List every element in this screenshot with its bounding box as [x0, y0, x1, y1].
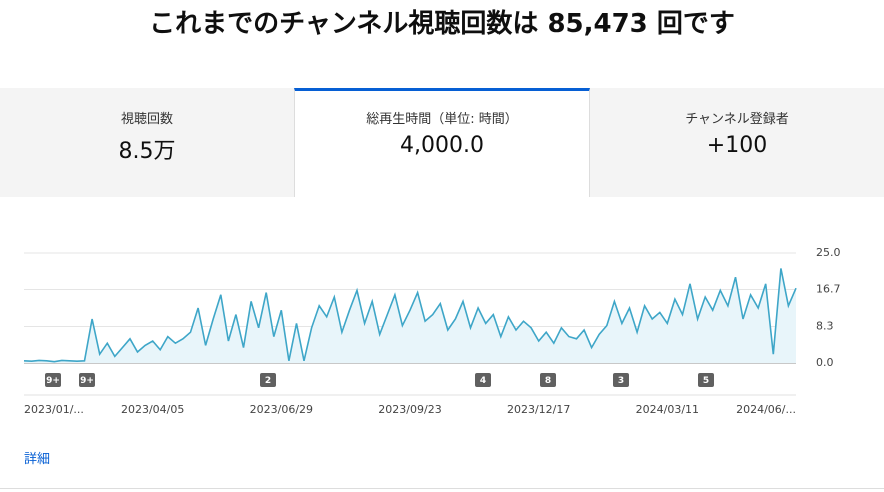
x-tick-label: 2023/09/23	[378, 403, 441, 416]
tab-label: 総再生時間（単位: 時間）	[366, 112, 518, 127]
annotation-marker	[260, 373, 276, 387]
y-tick-label: 0.0	[816, 356, 834, 369]
x-tick-label: 2024/03/11	[636, 403, 699, 416]
details-link[interactable]: 詳細	[24, 452, 51, 467]
tab-value: 8.5万	[118, 139, 176, 164]
tab-label: チャンネル登録者	[685, 112, 789, 127]
x-tick-label: 2023/06/29	[250, 403, 313, 416]
tab-value: 4,000.0	[400, 133, 484, 158]
chart: 0.0 8.3 16.7 25.0 2023/01/... 2023/04/05 2023/…	[23, 246, 841, 416]
x-tick-label: 2023/01/...	[24, 403, 84, 416]
tab[interactable]: 視聴回数 8.5万	[0, 88, 294, 197]
tab[interactable]: 総再生時間（単位: 時間） 4,000.0	[294, 88, 590, 197]
x-tick-label: 2023/12/17	[507, 403, 570, 416]
line	[23, 268, 797, 363]
y-tick-label: 25.0	[816, 246, 841, 259]
tab-value: +100	[706, 133, 768, 158]
tab[interactable]: チャンネル登録者 +100	[590, 88, 884, 197]
divider	[0, 488, 884, 489]
annotation-marker	[698, 373, 714, 387]
x-tick-label: 2023/04/05	[121, 403, 184, 416]
x-tick-label: 2024/06/...	[736, 403, 796, 416]
annotation-marker	[45, 373, 61, 387]
page-title: これまでのチャンネル視聴回数は 85,473 回です	[149, 9, 735, 39]
y-tick-label: 16.7	[816, 283, 841, 296]
annotation-marker	[475, 373, 491, 387]
annotation-marker	[613, 373, 629, 387]
annotation-marker	[79, 373, 95, 387]
annotation-label: 2	[265, 376, 271, 386]
annotation-label: 4	[480, 376, 486, 386]
annotation-label: 9+	[80, 376, 94, 386]
annotation-label: 5	[703, 376, 709, 386]
annotation-label: 9+	[46, 376, 60, 386]
y-tick-label: 8.3	[816, 319, 834, 332]
annotation-label: 3	[618, 376, 624, 386]
metric-tabs: 視聴回数 8.5万 総再生時間（単位: 時間） 4,000.0 チャンネル登録者 +1…	[0, 88, 884, 197]
annotation-label: 8	[545, 376, 551, 386]
annotation-marker	[540, 373, 556, 387]
tab-label: 視聴回数	[120, 112, 173, 127]
area	[24, 268, 796, 363]
